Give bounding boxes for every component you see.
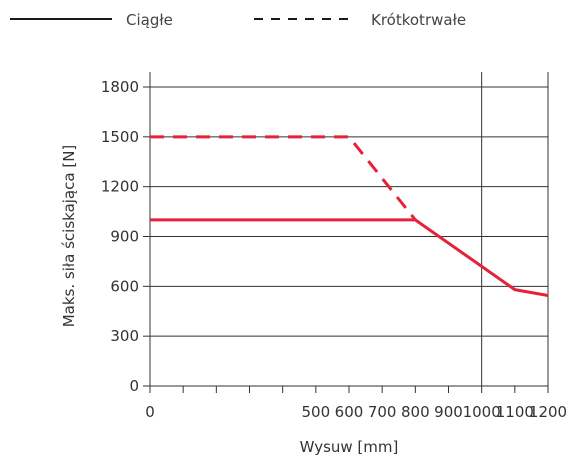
y-tick-label-600: 600 [110, 277, 139, 295]
x-tick-label-1200: 1200 [529, 403, 567, 421]
y-tick-label-900: 900 [110, 228, 139, 246]
legend-label-continuous: Ciągłe [126, 11, 173, 29]
x-tick-label-800: 800 [401, 403, 430, 421]
x-tick-label-1100: 1100 [496, 403, 534, 421]
y-tick-label-1200: 1200 [101, 178, 139, 196]
x-tick-label-900: 900 [434, 403, 463, 421]
y-axis-label: Maks. siła ściskająca [N] [60, 145, 78, 328]
y-tick-label-1500: 1500 [101, 128, 139, 146]
legend-label-short-term: Krótkotrwałe [371, 11, 466, 29]
axes [149, 72, 549, 387]
x-tick-label-0: 0 [145, 403, 155, 421]
x-tick-label-700: 700 [368, 403, 397, 421]
series-line-short-term [150, 135, 417, 221]
legend: Ciągłe Krótkotrwałe [10, 11, 466, 29]
y-tick-label-1800: 1800 [101, 78, 139, 96]
grid [150, 72, 548, 386]
y-tick-label-300: 300 [110, 327, 139, 345]
x-tick-label-500: 500 [302, 403, 331, 421]
x-tick-label-1000: 1000 [463, 403, 501, 421]
series-line-continuous [150, 218, 549, 297]
x-tick-label-600: 600 [335, 403, 364, 421]
y-tick-label-0: 0 [129, 377, 139, 395]
series-layer [150, 135, 549, 297]
x-axis-label: Wysuw [mm] [300, 438, 399, 456]
